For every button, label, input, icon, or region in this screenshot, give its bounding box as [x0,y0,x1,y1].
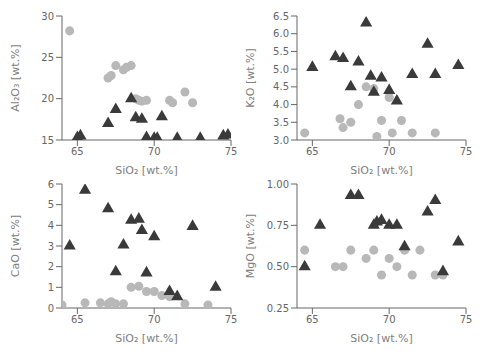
svg-text:65: 65 [71,314,84,325]
svg-text:K₂O [wt.%]: K₂O [wt.%] [244,48,257,108]
svg-text:70: 70 [148,146,161,157]
svg-text:0.50: 0.50 [267,261,289,272]
svg-text:0.25: 0.25 [267,303,289,314]
svg-text:6.5: 6.5 [273,11,289,22]
svg-text:6.0: 6.0 [273,28,289,39]
svg-text:0: 0 [48,303,54,314]
svg-text:70: 70 [383,146,396,157]
svg-text:30: 30 [41,11,54,22]
svg-text:15: 15 [41,135,54,146]
svg-text:70: 70 [148,314,161,325]
svg-text:5.5: 5.5 [273,46,289,57]
svg-text:4.5: 4.5 [273,81,289,92]
svg-text:75: 75 [225,314,238,325]
svg-text:5: 5 [48,199,54,210]
svg-text:4.0: 4.0 [273,99,289,110]
svg-text:3: 3 [48,241,54,252]
svg-text:Al₂O₃ [wt.%]: Al₂O₃ [wt.%] [9,44,22,111]
svg-text:25: 25 [41,52,54,63]
svg-text:70: 70 [383,314,396,325]
svg-text:3.0: 3.0 [273,135,289,146]
svg-text:SiO₂ [wt.%]: SiO₂ [wt.%] [350,164,412,176]
svg-text:CaO [wt.%]: CaO [wt.%] [9,215,22,277]
svg-text:SiO₂ [wt.%]: SiO₂ [wt.%] [350,332,412,344]
svg-text:75: 75 [460,314,473,325]
svg-text:20: 20 [41,93,54,104]
svg-text:1.00: 1.00 [267,179,289,190]
svg-text:65: 65 [71,146,84,157]
svg-text:3.5: 3.5 [273,117,289,128]
svg-text:0.75: 0.75 [267,220,289,231]
svg-text:6: 6 [48,179,54,190]
svg-text:MgO [wt.%]: MgO [wt.%] [244,214,257,278]
svg-text:2: 2 [48,261,54,272]
svg-text:SiO₂ [wt.%]: SiO₂ [wt.%] [115,332,177,344]
svg-text:SiO₂ [wt.%]: SiO₂ [wt.%] [115,164,177,176]
svg-text:65: 65 [306,146,319,157]
svg-text:65: 65 [306,314,319,325]
svg-text:1: 1 [48,282,54,293]
svg-text:75: 75 [225,146,238,157]
svg-text:75: 75 [460,146,473,157]
svg-text:5.0: 5.0 [273,64,289,75]
svg-text:4: 4 [48,220,54,231]
